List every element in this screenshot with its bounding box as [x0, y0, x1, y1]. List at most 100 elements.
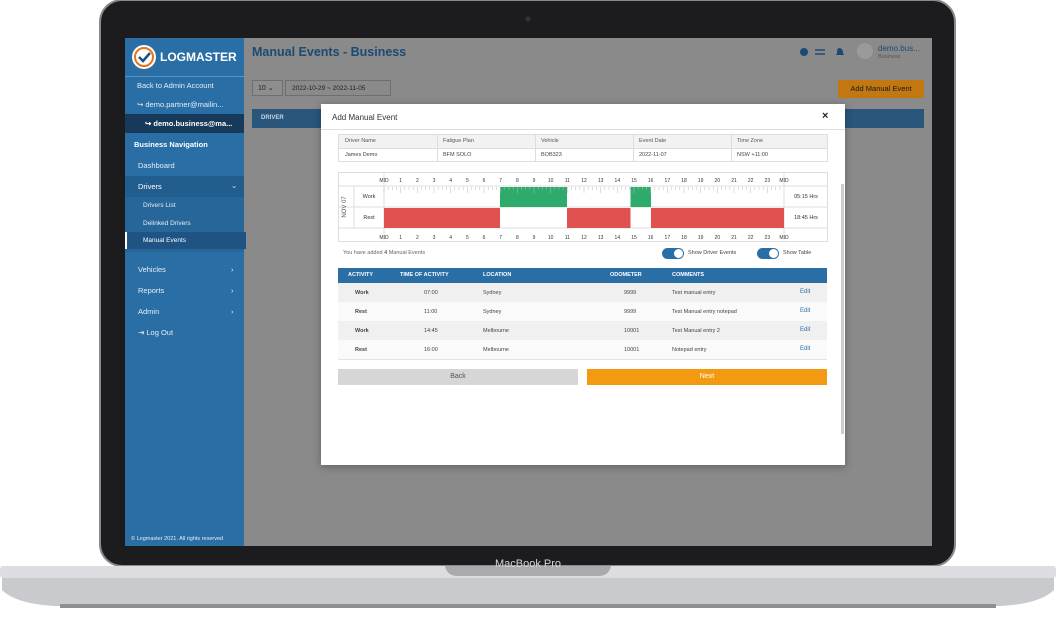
events-cell: 10001: [624, 347, 640, 353]
nav-item[interactable]: Admin: [138, 307, 160, 316]
back-button[interactable]: Back: [338, 369, 578, 385]
footer: © Logmaster 2021. All rights reserved: [131, 536, 224, 542]
account-name: demo.business@ma...: [153, 119, 233, 128]
hour-label: 15: [631, 178, 637, 184]
hour-label: 12: [581, 178, 587, 184]
submenu-active: [125, 232, 246, 249]
hour-label: 20: [715, 235, 721, 241]
date-range[interactable]: 2022-10-29 ~ 2022-11-05: [285, 80, 391, 96]
hour-label: 1: [399, 178, 402, 184]
events-cell: Rest: [355, 309, 367, 315]
submenu-item[interactable]: Manual Events: [143, 237, 186, 244]
hour-label: 18: [681, 235, 687, 241]
events-cell: 10001: [624, 328, 640, 334]
hour-label: 16: [648, 235, 654, 241]
sidebar: LOGMASTER Back to Admin Account ↪ demo.p…: [125, 38, 246, 546]
info-header: Driver Name: [345, 138, 376, 144]
hour-label: 11: [565, 178, 570, 184]
hour-label: 13: [598, 235, 604, 241]
info-header-row: [339, 135, 827, 149]
chevron: ›: [231, 307, 234, 316]
info-value: BFM SOLO: [443, 152, 472, 158]
logo-text: LOGMASTER: [160, 50, 237, 64]
hour-label: 7: [499, 178, 502, 184]
edit-link[interactable]: Edit: [800, 346, 811, 352]
account-link[interactable]: ↪ demo.partner@mailin...: [137, 100, 224, 109]
hour-label: 2: [416, 235, 419, 241]
toggle-knob: [769, 249, 778, 258]
row-label: Rest: [363, 215, 375, 221]
hour-label: 5: [466, 178, 469, 184]
avatar[interactable]: [857, 43, 873, 59]
summary: You have added 4 Manual Events: [343, 250, 425, 256]
hour-label: 18: [681, 178, 687, 184]
chevron: ⌄: [231, 181, 238, 190]
header-icons[interactable]: [798, 45, 858, 59]
hour-label: 14: [615, 178, 621, 184]
hour-label: 16: [648, 178, 654, 184]
submenu-item[interactable]: Drivers List: [143, 202, 176, 209]
account-link[interactable]: ↪ demo.business@ma...: [145, 119, 233, 128]
edit-link[interactable]: Edit: [800, 308, 811, 314]
toggle-label: Show Driver Events: [688, 250, 737, 256]
nav-item[interactable]: Vehicles: [138, 265, 166, 274]
hour-label: 19: [698, 178, 704, 184]
nav-active: [125, 176, 244, 197]
next-button[interactable]: Next: [587, 369, 827, 385]
info-header: Fatigue Plan: [443, 138, 474, 144]
toggle-knob: [674, 249, 683, 258]
events-header-cell: ODOMETER: [610, 272, 642, 278]
events-cell: Sydney: [483, 290, 502, 296]
events-header-cell: COMMENTS: [672, 272, 705, 278]
events-cell: Melbourne: [483, 347, 509, 353]
events-cell: Test Manual entry notepad: [672, 309, 737, 315]
cell-divider: [731, 135, 732, 161]
nav-item[interactable]: Reports: [138, 286, 165, 295]
nav-item[interactable]: Dashboard: [138, 161, 175, 170]
hour-label: 8: [516, 235, 519, 241]
close-button[interactable]: ×: [822, 110, 829, 122]
divider: [321, 129, 845, 130]
hour-label: 23: [765, 235, 771, 241]
page-size: 10: [258, 85, 266, 92]
user-name[interactable]: demo.bus...: [878, 44, 920, 53]
events-cell: Work: [355, 290, 369, 296]
hour-label: MID: [379, 235, 389, 241]
edit-link[interactable]: Edit: [800, 327, 811, 333]
hour-label: 22: [748, 178, 754, 184]
hour-label: MID: [779, 235, 789, 241]
hour-label: 4: [449, 235, 452, 241]
events-cell: Test Manual entry 2: [672, 328, 720, 334]
hour-label: 22: [748, 235, 754, 241]
hour-label: 9: [533, 235, 536, 241]
user-role: Business: [878, 54, 901, 60]
hour-label: 8: [516, 178, 519, 184]
back-link[interactable]: Back to Admin Account: [137, 81, 214, 90]
add-button[interactable]: Add Manual Event: [838, 80, 924, 98]
hour-label: 20: [715, 178, 721, 184]
log-graph: NOV 07 MIDMID112233445566778899101011111…: [338, 172, 828, 242]
events-cell: Sydney: [483, 309, 502, 315]
hour-label: MID: [379, 178, 389, 184]
hour-label: 4: [449, 178, 452, 184]
nav-item[interactable]: ⇥ Log Out: [138, 328, 174, 337]
cell-divider: [437, 135, 438, 161]
hour-label: 15: [631, 235, 637, 241]
events-row: [338, 283, 827, 303]
events-cell: Test manual entry: [672, 290, 716, 296]
hour-label: 1: [399, 235, 402, 241]
scrollbar: [841, 184, 844, 434]
toggle[interactable]: [757, 248, 779, 259]
device-label: MacBook Pro: [494, 558, 562, 570]
events-header-cell: LOCATION: [483, 272, 512, 278]
nav-item[interactable]: Drivers: [138, 182, 162, 191]
events-cell: 14:45: [424, 328, 438, 334]
hour-label: 19: [698, 235, 704, 241]
page-size-select[interactable]: 10 ⌄: [252, 80, 283, 96]
edit-link[interactable]: Edit: [800, 289, 811, 295]
hour-label: 2: [416, 178, 419, 184]
toggle[interactable]: [662, 248, 684, 259]
hour-label: 3: [433, 235, 436, 241]
row-total: 05:15 Hrs: [794, 194, 818, 200]
submenu-item[interactable]: Delinked Drivers: [143, 220, 191, 227]
